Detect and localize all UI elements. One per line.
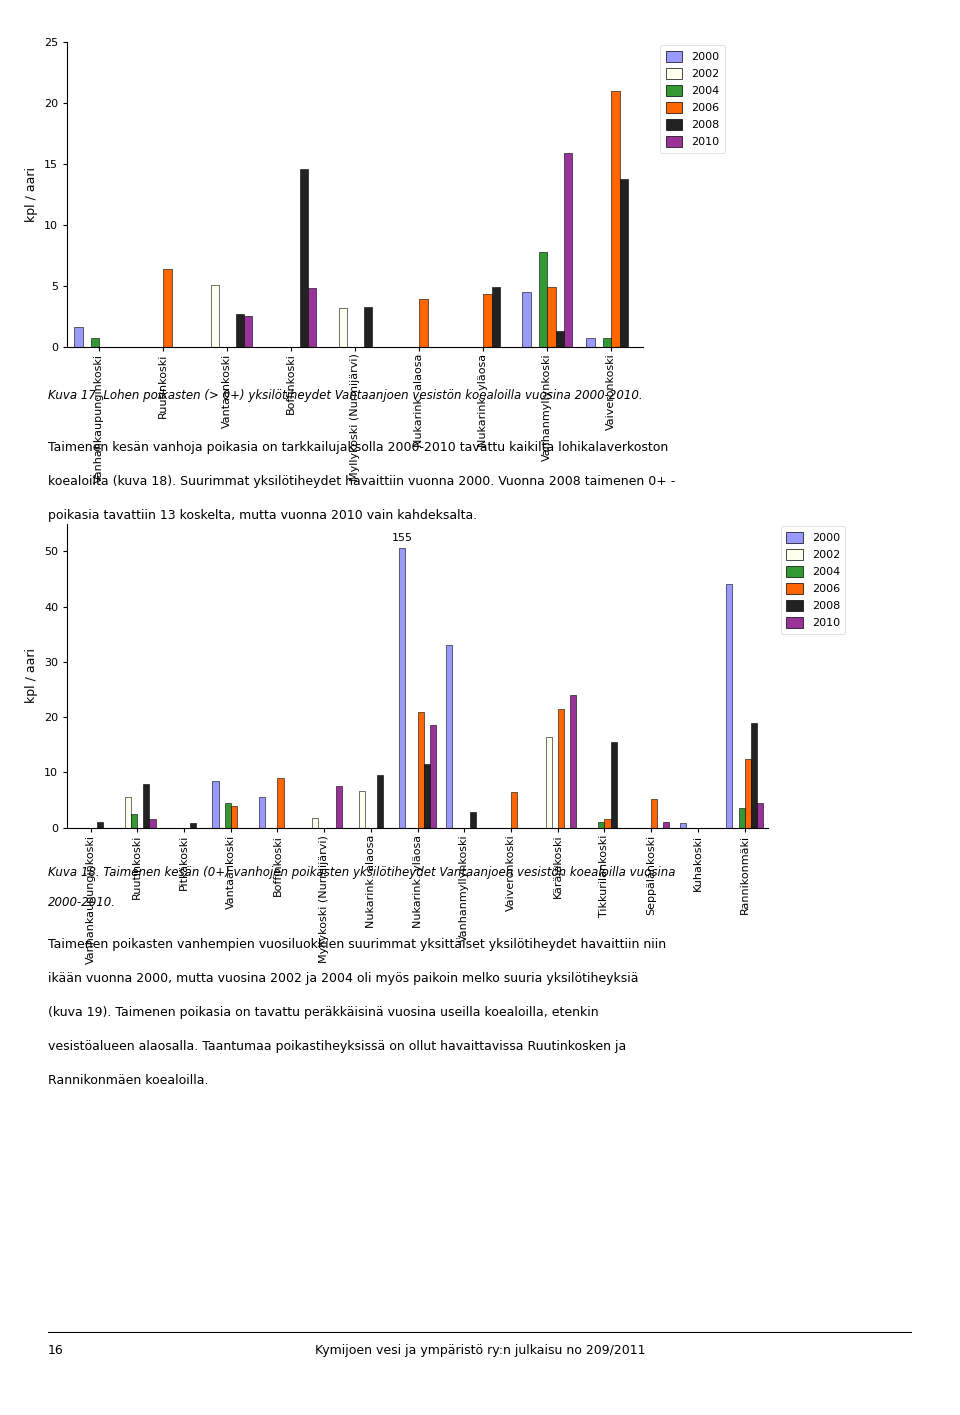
Bar — [483, 294, 492, 347]
Bar — [430, 726, 436, 828]
Bar — [91, 338, 99, 347]
Bar — [545, 736, 552, 828]
Bar — [125, 798, 132, 828]
Bar — [418, 712, 423, 828]
Bar — [244, 317, 252, 347]
Text: (kuva 19). Taimenen poikasia on tavattu peräkkäisinä vuosina useilla koealoilla,: (kuva 19). Taimenen poikasia on tavattu … — [48, 1006, 599, 1019]
Bar — [564, 153, 572, 347]
Bar — [539, 252, 547, 347]
Bar — [598, 822, 605, 828]
Text: koealoilta (kuva 18). Suurimmat yksilötiheydet havaittiin vuonna 2000. Vuonna 20: koealoilta (kuva 18). Suurimmat yksilöti… — [48, 475, 676, 488]
Bar — [605, 819, 611, 828]
Bar — [547, 287, 556, 347]
Bar — [611, 741, 616, 828]
Bar — [651, 799, 658, 828]
Bar — [212, 781, 219, 828]
Bar — [339, 307, 347, 347]
Bar — [277, 778, 283, 828]
Bar — [492, 287, 500, 347]
Text: poikasia tavattiin 13 koskelta, mutta vuonna 2010 vain kahdeksalta.: poikasia tavattiin 13 koskelta, mutta vu… — [48, 509, 477, 522]
Bar — [619, 178, 628, 347]
Bar — [612, 91, 619, 347]
Bar — [745, 758, 751, 828]
Text: vesistöalueen alaosalla. Taantumaa poikastiheyksissä on ollut havaittavissa Ruut: vesistöalueen alaosalla. Taantumaa poika… — [48, 1040, 626, 1053]
Text: Taimenen poikasten vanhempien vuosiluokkien suurimmat yksittäiset yksilötiheydet: Taimenen poikasten vanhempien vuosiluokk… — [48, 938, 666, 951]
Text: 16: 16 — [48, 1344, 63, 1357]
Bar — [680, 824, 685, 828]
Text: 155: 155 — [392, 533, 413, 543]
Legend: 2000, 2002, 2004, 2006, 2008, 2010: 2000, 2002, 2004, 2006, 2008, 2010 — [660, 45, 725, 153]
Bar — [420, 299, 427, 347]
Bar — [225, 802, 230, 828]
Text: Kymijoen vesi ja ympäristö ry:n julkaisu no 209/2011: Kymijoen vesi ja ympäristö ry:n julkaisu… — [315, 1344, 645, 1357]
Bar — [143, 784, 150, 828]
Bar — [522, 291, 531, 347]
Bar — [663, 822, 669, 828]
Bar — [163, 269, 172, 347]
Bar — [738, 808, 745, 828]
Bar — [587, 338, 594, 347]
Bar — [300, 168, 308, 347]
Text: Taimenen kesän vanhoja poikasia on tarkkailujaksolla 2000-2010 tavattu kaikilta : Taimenen kesän vanhoja poikasia on tarkk… — [48, 441, 668, 454]
Bar — [399, 549, 405, 828]
Bar — [556, 331, 564, 347]
Bar — [74, 327, 83, 347]
Bar — [150, 819, 156, 828]
Bar — [359, 791, 365, 828]
Text: Rannikonmäen koealoilla.: Rannikonmäen koealoilla. — [48, 1074, 208, 1087]
Bar — [132, 814, 137, 828]
Text: Kuva 18. Taimenen kesän (0+) vanhojen poikasten yksilötiheydet Vantaanjoen vesis: Kuva 18. Taimenen kesän (0+) vanhojen po… — [48, 866, 676, 879]
Bar — [210, 284, 219, 347]
Bar — [308, 289, 316, 347]
Bar — [756, 802, 763, 828]
Bar — [235, 314, 244, 347]
Bar — [364, 307, 372, 347]
Bar — [470, 812, 476, 828]
Bar — [423, 764, 430, 828]
Bar — [259, 798, 265, 828]
Bar — [570, 695, 576, 828]
Bar — [727, 584, 732, 828]
Text: 2000-2010.: 2000-2010. — [48, 896, 116, 908]
Y-axis label: kpl / aari: kpl / aari — [26, 648, 38, 703]
Bar — [97, 822, 103, 828]
Bar — [377, 775, 383, 828]
Bar — [558, 709, 564, 828]
Legend: 2000, 2002, 2004, 2006, 2008, 2010: 2000, 2002, 2004, 2006, 2008, 2010 — [780, 526, 846, 634]
Bar — [446, 645, 452, 828]
Y-axis label: kpl / aari: kpl / aari — [26, 167, 38, 222]
Bar — [336, 787, 343, 828]
Text: Kuva 17. Lohen poikasten (> 0+) yksilötiheydet Vantaanjoen vesistön koealoilla v: Kuva 17. Lohen poikasten (> 0+) yksilöti… — [48, 389, 642, 402]
Text: ikään vuonna 2000, mutta vuosina 2002 ja 2004 oli myös paikoin melko suuria yksi: ikään vuonna 2000, mutta vuosina 2002 ja… — [48, 972, 638, 985]
Bar — [511, 792, 517, 828]
Bar — [312, 818, 318, 828]
Bar — [230, 805, 237, 828]
Bar — [190, 824, 196, 828]
Bar — [603, 338, 612, 347]
Bar — [751, 723, 756, 828]
